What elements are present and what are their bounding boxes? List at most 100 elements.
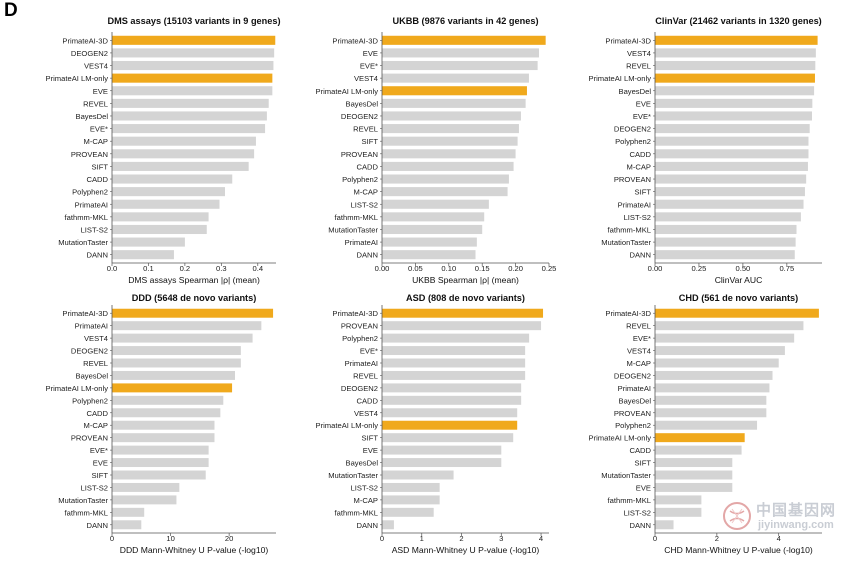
bar-bayesdel bbox=[112, 111, 267, 121]
chart-ukbb: UKBB (9876 variants in 42 genes) PrimateA… bbox=[316, 16, 557, 285]
category-label-eve: EVE bbox=[363, 446, 378, 455]
bar-sift bbox=[655, 458, 733, 468]
chart-chd: CHD (561 de novo variants) PrimateAI-3D RE… bbox=[589, 293, 822, 555]
bar-deogen2 bbox=[112, 48, 275, 58]
bar-cadd bbox=[655, 445, 742, 455]
bar-polyphen2 bbox=[655, 420, 758, 430]
category-label-provean: PROVEAN bbox=[341, 150, 378, 159]
category-label-primateai: PrimateAI bbox=[75, 322, 108, 331]
category-label-sift: SIFT bbox=[635, 459, 652, 468]
bar-primateai bbox=[112, 321, 262, 331]
chart-title: UKBB (9876 variants in 42 genes) bbox=[392, 16, 538, 26]
bar-m-cap bbox=[655, 161, 808, 171]
bar-provean bbox=[655, 174, 807, 184]
bar-revel bbox=[382, 370, 526, 380]
category-label-deogen2: DEOGEN2 bbox=[71, 347, 108, 356]
category-label-mutationtaster: MutationTaster bbox=[328, 471, 378, 480]
category-label-eve: EVE bbox=[636, 483, 651, 492]
bar-revel bbox=[112, 98, 269, 108]
bar-deogen2 bbox=[655, 124, 810, 134]
x-tick-label: 0 bbox=[110, 534, 114, 543]
category-label-primateai-lm-only: PrimateAI LM-only bbox=[589, 434, 652, 443]
bar-polyphen2 bbox=[382, 333, 530, 343]
category-label-fathmm-mkl: fathmm-MKL bbox=[608, 225, 651, 234]
category-label-list-s2: LIST-S2 bbox=[624, 508, 651, 517]
category-label-m-cap: M-CAP bbox=[354, 188, 378, 197]
category-label-eve: EVE bbox=[363, 49, 378, 58]
category-label-primateai: PrimateAI bbox=[345, 359, 378, 368]
category-label-primateai-lm-only: PrimateAI LM-only bbox=[589, 74, 652, 83]
bar-list-s2 bbox=[112, 482, 180, 492]
category-label-polyphen2: Polyphen2 bbox=[342, 175, 378, 184]
bar-fathmm-mkl bbox=[655, 224, 797, 235]
category-label-bayesdel: BayesDel bbox=[76, 112, 109, 121]
bar-deogen2 bbox=[112, 346, 241, 356]
bar-mutationtaster bbox=[382, 470, 454, 480]
bar-m-cap bbox=[655, 358, 779, 368]
bar-mutationtaster bbox=[112, 237, 185, 247]
bar-vest4 bbox=[112, 333, 253, 343]
bar-deogen2 bbox=[655, 370, 773, 380]
bar-vest4 bbox=[655, 346, 785, 356]
x-tick-label: 0.50 bbox=[736, 264, 751, 273]
category-label-vest4: VEST4 bbox=[354, 409, 378, 418]
bar-m-cap bbox=[112, 420, 215, 430]
category-label-primateai-lm-only: PrimateAI LM-only bbox=[316, 421, 379, 430]
bar-sift bbox=[382, 433, 514, 443]
category-label-vest4: VEST4 bbox=[84, 334, 108, 343]
chart-dms: DMS assays (15103 variants in 9 genes) Pr… bbox=[46, 16, 281, 285]
bar-bayesdel bbox=[655, 395, 767, 405]
bar-primateai bbox=[382, 358, 526, 368]
category-label-deogen2: DEOGEN2 bbox=[341, 112, 378, 121]
category-label-revel: REVEL bbox=[353, 125, 378, 134]
bar-revel bbox=[655, 60, 816, 71]
bar-polyphen2 bbox=[382, 174, 509, 184]
x-tick-label: 0 bbox=[653, 534, 657, 543]
category-label-vest4: VEST4 bbox=[627, 347, 651, 356]
category-label-primateai-3d: PrimateAI-3D bbox=[605, 36, 651, 45]
bar-provean bbox=[112, 433, 215, 443]
x-tick-label: 0.10 bbox=[441, 264, 456, 273]
watermark: 中国基因网 jiyinwang.com bbox=[722, 497, 846, 541]
category-label-deogen2: DEOGEN2 bbox=[341, 384, 378, 393]
bar-primateai-lm-only bbox=[112, 383, 233, 393]
category-label-fathmm-mkl: fathmm-MKL bbox=[65, 508, 108, 517]
bar-mutationtaster bbox=[382, 224, 483, 235]
chart-asd: ASD (808 de novo variants) PrimateAI-3D PR… bbox=[316, 293, 549, 555]
category-label-vest4: VEST4 bbox=[627, 49, 651, 58]
category-label-provean: PROVEAN bbox=[71, 434, 108, 443]
x-tick-label: 0.25 bbox=[692, 264, 707, 273]
category-label-list-s2: LIST-S2 bbox=[81, 225, 108, 234]
category-label-primateai-3d: PrimateAI-3D bbox=[62, 36, 108, 45]
bar-m-cap bbox=[382, 495, 440, 505]
x-tick-label: 0.3 bbox=[216, 264, 227, 273]
bar-dann bbox=[112, 520, 142, 530]
x-tick-label: 0.25 bbox=[542, 264, 557, 273]
category-label-eve: EVE bbox=[93, 459, 108, 468]
bar-vest4 bbox=[382, 73, 529, 83]
category-label-bayesdel: BayesDel bbox=[619, 396, 652, 405]
category-label-deogen2: DEOGEN2 bbox=[614, 371, 651, 380]
category-label-primateai-3d: PrimateAI-3D bbox=[605, 309, 651, 318]
category-label-list-s2: LIST-S2 bbox=[81, 483, 108, 492]
bar-eve bbox=[112, 86, 273, 96]
category-label-mutationtaster: MutationTaster bbox=[601, 238, 651, 247]
category-label-provean: PROVEAN bbox=[614, 409, 651, 418]
panel-letter: D bbox=[4, 0, 18, 21]
bar-dann bbox=[655, 520, 674, 530]
category-label-list-s2: LIST-S2 bbox=[351, 483, 378, 492]
bar-bayesdel bbox=[382, 458, 502, 468]
bar-primateai-3d bbox=[112, 308, 274, 318]
bar-cadd bbox=[112, 408, 221, 418]
x-axis-label: ASD Mann-Whitney U P-value (-log10) bbox=[392, 545, 540, 555]
category-label-cadd: CADD bbox=[629, 150, 651, 159]
bar-polyphen2 bbox=[112, 187, 225, 197]
bar-provean bbox=[655, 408, 767, 418]
bar-list-s2 bbox=[112, 224, 207, 235]
category-label-eve: EVE bbox=[636, 99, 651, 108]
bar-list-s2 bbox=[655, 212, 801, 222]
bar-primateai bbox=[382, 237, 477, 247]
category-label-revel: REVEL bbox=[353, 371, 378, 380]
bar-primateai-lm-only bbox=[112, 73, 273, 83]
chart-title: ClinVar (21462 variants in 1320 genes) bbox=[655, 16, 821, 26]
